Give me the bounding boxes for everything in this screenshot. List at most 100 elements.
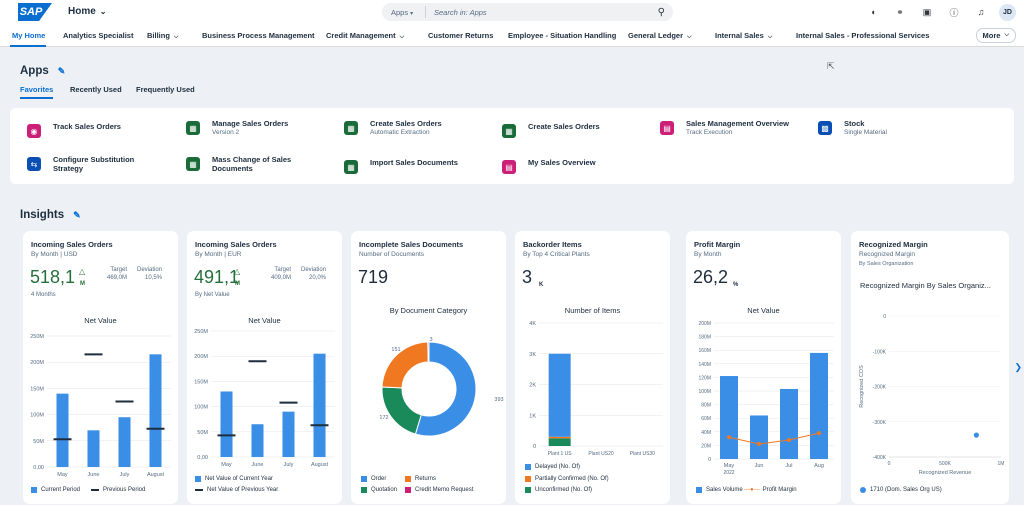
tab-business-process-management[interactable]: Business Process Management [202, 31, 315, 40]
y-tick-label: 250M [194, 329, 208, 335]
x-tick-label: June [88, 472, 100, 478]
search-icon[interactable]: ⚲ [657, 6, 665, 18]
app-sales-management-overview[interactable]: ▤ Sales Management Overview Track Executio… [660, 119, 789, 137]
y-tick-label: 1K [529, 413, 536, 419]
tab-credit-management-label: Credit Management [326, 31, 396, 40]
stock-icon: ▩ [818, 121, 832, 135]
edit-apps-icon[interactable]: ✎ [57, 66, 66, 76]
line-point [757, 442, 761, 447]
tab-recently-used[interactable]: Recently Used [70, 85, 122, 94]
legend-swatch [195, 476, 201, 482]
stacked-bar-segment [548, 353, 571, 437]
data-label: 393 [494, 397, 503, 403]
line-point [727, 435, 731, 440]
bell-icon[interactable]: ♫ [977, 7, 985, 17]
kpi-value: 518,1 [30, 267, 76, 287]
bar [149, 354, 162, 467]
legend-swatch [525, 464, 531, 470]
card-incomplete-sales-documents[interactable]: Incomplete Sales Documents Number of Doc… [351, 231, 506, 504]
line-point [817, 431, 821, 436]
chart-title: Recognized Margin By Sales Organiz... [860, 281, 991, 290]
joule-icon[interactable]: ◖ [870, 7, 876, 17]
tab-my-home[interactable]: My Home [12, 31, 46, 40]
bar [220, 391, 233, 457]
home-label: Home [68, 6, 96, 17]
x-tick-sublabel: 2022 [723, 470, 734, 476]
legend-label: Net Value of Current Year [205, 476, 273, 482]
deviation-value: 20,0% [309, 275, 327, 281]
kpi-unit: M [235, 281, 240, 287]
card-profit-margin[interactable]: Profit Margin By Month 26,2 % Net Value … [686, 231, 841, 504]
y-tick-label: 40M [701, 430, 711, 436]
sap-logo[interactable]: SAP [18, 3, 52, 21]
copilot-icon[interactable]: ⚭ [896, 6, 904, 17]
legend-sales-volume: Sales Volume [696, 487, 743, 493]
y-tick-label: -100K [873, 349, 887, 355]
card-backorder-items[interactable]: Backorder Items By Top 4 Critical Plants… [515, 231, 670, 504]
y-tick-label: 120M [698, 375, 711, 381]
legend-label: Partially Confirmed (No. Of) [535, 476, 609, 482]
legend-previous-year: Net Value of Previous Year [195, 487, 278, 493]
app-manage-sales-orders[interactable]: ▦ Manage Sales Orders Version 2 [186, 119, 288, 137]
trend-up-icon: △ [234, 267, 241, 276]
net-value-bar-chart: 0,00 50M 100M 150M 200M 250M May June July August [194, 329, 335, 468]
search-field[interactable]: Apps ▾ Search in: Apps ⚲ [382, 3, 673, 21]
app-track-sales-orders[interactable]: ◉ Track Sales Orders [27, 122, 121, 138]
chevron-down-icon: ⌵ [767, 34, 773, 40]
active-subtab-indicator [20, 97, 53, 99]
chevron-right-icon[interactable]: ❯ [1014, 362, 1022, 372]
card-incoming-sales-orders-usd[interactable]: Incoming Sales Orders By Month | USD 518… [23, 231, 178, 504]
app-mass-change-sales-documents[interactable]: ▦ Mass Change of Sales Documents [186, 155, 302, 173]
legend-label: Credit Memo Request [415, 487, 474, 493]
tab-internal-sales[interactable]: Internal Sales ⌵ [715, 31, 772, 41]
app-subtitle: Automatic Extraction [370, 128, 430, 136]
search-scope-select[interactable]: Apps ▾ [391, 8, 425, 17]
search-input[interactable]: Search in: Apps [434, 7, 487, 17]
app-configure-substitution-strategy[interactable]: ⇆ Configure Substitution Strategy [27, 155, 143, 173]
tab-credit-management[interactable]: Credit Management ⌵ [326, 31, 404, 41]
card-recognized-margin[interactable]: Recognized Margin Recognized Margin By S… [851, 231, 1009, 504]
line-point [787, 437, 791, 442]
kpi-value: 26,2 [693, 267, 729, 287]
profit-margin-line [728, 432, 820, 445]
chart-title: Number of Items [564, 306, 621, 315]
donut-slice [381, 341, 429, 389]
app-import-sales-documents[interactable]: ▦ Import Sales Documents [344, 158, 458, 174]
overview-icon: ▤ [502, 160, 516, 174]
legend-swatch [405, 487, 411, 493]
x-axis-label: Recognized Revenue [919, 470, 972, 476]
app-create-sales-orders[interactable]: ▦ Create Sales Orders [502, 122, 600, 138]
tab-favorites[interactable]: Favorites [20, 85, 54, 94]
search-divider [425, 6, 426, 18]
tab-general-ledger[interactable]: General Ledger ⌵ [628, 31, 692, 41]
y-tick-label: 50M [33, 439, 44, 445]
document-category-donut-chart: 393 151 172 3 [379, 337, 504, 437]
tab-employee-situation-handling[interactable]: Employee - Situation Handling [508, 31, 617, 40]
app-create-sales-orders-automatic[interactable]: ▦ Create Sales Orders Automatic Extraction [344, 119, 442, 137]
help-icon[interactable]: ⓘ [949, 7, 959, 18]
home-menu[interactable]: Home ⌄ [68, 6, 107, 17]
insights-title: Insights [20, 209, 65, 221]
avatar[interactable]: JD [999, 3, 1016, 21]
more-tabs-button[interactable]: More ⌵ [975, 28, 1016, 43]
tab-customer-returns[interactable]: Customer Returns [428, 31, 494, 40]
notes-icon[interactable]: ▣ [922, 6, 932, 17]
bar [720, 376, 738, 459]
card-incoming-sales-orders-eur[interactable]: Incoming Sales Orders By Month | EUR 491… [187, 231, 342, 504]
legend-label: Net Value of Previous Year [207, 487, 279, 493]
app-stock[interactable]: ▩ Stock Single Material [818, 119, 887, 137]
tab-billing[interactable]: Billing ⌵ [147, 31, 178, 41]
chart-title: Net Value [747, 306, 780, 315]
app-my-sales-overview[interactable]: ▤ My Sales Overview [502, 158, 596, 174]
target-block: Target 409,0M [271, 266, 291, 282]
y-tick-label: 0 [708, 457, 711, 463]
y-tick-label: 50M [197, 430, 208, 436]
x-tick-label: Aug [814, 463, 824, 469]
app-subtitle: Track Execution [686, 128, 733, 136]
legend-unconfirmed: Unconfirmed (No. Of) [525, 487, 592, 493]
edit-insights-icon[interactable]: ✎ [73, 210, 81, 220]
tab-internal-sales-professional-services[interactable]: Internal Sales - Professional Services [796, 31, 930, 40]
tab-analytics-specialist[interactable]: Analytics Specialist [63, 31, 134, 40]
tab-frequently-used[interactable]: Frequently Used [136, 85, 195, 94]
